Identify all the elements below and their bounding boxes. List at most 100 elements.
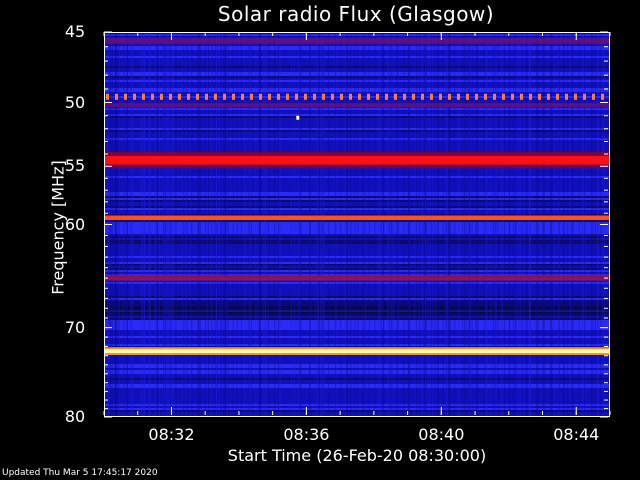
spectrogram-row <box>104 204 610 206</box>
spectrogram-row <box>104 370 610 372</box>
spectrogram-column <box>424 32 426 417</box>
spectrogram-column <box>314 32 316 417</box>
spectrogram-column <box>130 32 132 417</box>
pulsed-signal-mark <box>286 93 289 100</box>
spectrogram-row <box>104 256 610 258</box>
spectrogram-column <box>225 32 227 417</box>
spectrogram-column <box>558 32 560 417</box>
spectrogram-column <box>495 32 497 417</box>
spectrogram-column <box>225 32 227 417</box>
spectrogram-column <box>515 32 517 417</box>
spectrogram-row <box>104 150 610 152</box>
spectrogram-row <box>104 112 610 114</box>
pulsed-signal-mark <box>538 93 541 100</box>
pulsed-signal-mark <box>304 93 307 100</box>
spectrogram-column <box>328 32 330 417</box>
spectrogram-column <box>156 32 158 417</box>
spectrogram-column <box>422 32 424 417</box>
spectrogram-column <box>437 32 439 417</box>
spectrogram-column <box>535 32 537 417</box>
pulsed-signal-mark <box>511 93 514 100</box>
spectrogram-column <box>156 32 158 417</box>
spectrogram-row <box>104 86 610 88</box>
spectrogram-column <box>144 32 146 417</box>
spectrogram-row <box>104 394 610 396</box>
spectrogram-row <box>104 292 610 294</box>
spectrogram-column <box>334 32 336 417</box>
spectrogram-column <box>458 32 460 417</box>
spectrogram-row <box>104 228 610 230</box>
pulsed-signal-mark <box>223 93 226 100</box>
spectrogram-column <box>236 32 238 417</box>
spectrogram-column <box>393 32 395 417</box>
spectrogram-column <box>380 32 382 417</box>
pulsed-signal-mark <box>268 93 271 100</box>
spectrogram-column <box>150 32 152 417</box>
spectrogram-column <box>197 32 199 417</box>
spectrogram-column <box>578 32 580 417</box>
spectrogram-row <box>104 146 610 148</box>
spectrogram-row <box>104 64 610 66</box>
spectrogram-row <box>104 360 610 362</box>
spectrogram-column <box>248 32 250 417</box>
pulsed-signal-mark <box>430 93 433 100</box>
spectrogram-column <box>347 32 349 417</box>
spectrogram-row <box>104 92 610 94</box>
spectrogram-column <box>572 32 574 417</box>
spectrogram-row <box>104 254 610 256</box>
spectrogram-column <box>197 32 199 417</box>
spectrogram-column <box>258 32 260 417</box>
spectrogram-row <box>104 320 610 322</box>
spectrogram-column <box>182 32 184 417</box>
spectrogram-row <box>104 176 610 178</box>
spectrogram-row <box>104 296 610 298</box>
spectrogram-row <box>104 338 610 340</box>
spectrogram-column <box>263 32 265 417</box>
pulsed-signal-mark <box>412 93 415 100</box>
spectrogram-row <box>104 182 610 184</box>
spectrogram-column <box>323 32 325 417</box>
spectrogram-column <box>211 32 213 417</box>
spectrogram-row <box>104 222 610 224</box>
spectrogram-row <box>104 90 610 92</box>
pulsed-signal-mark <box>250 93 253 100</box>
spectrogram-row <box>104 82 610 84</box>
spectrogram-column <box>445 32 447 417</box>
burst-spot <box>296 115 300 120</box>
spectrogram-row <box>104 412 610 414</box>
spectrogram-column <box>206 32 208 417</box>
spectrogram-row <box>104 288 610 290</box>
spectrogram-column <box>211 32 213 417</box>
spectrogram-row <box>104 116 610 118</box>
spectrogram-row <box>104 326 610 328</box>
spectrogram-column <box>259 32 261 417</box>
pulsed-signal-mark <box>556 93 559 100</box>
spectrogram-row <box>104 190 610 192</box>
spectrogram-column <box>526 32 528 417</box>
spectrogram-column <box>214 32 216 417</box>
spectrogram-row <box>104 234 610 236</box>
spectrogram-column <box>514 32 516 417</box>
spectrogram-row <box>104 236 610 238</box>
spectrogram-row <box>104 120 610 122</box>
spectrogram-column <box>551 32 553 417</box>
spectrogram-column <box>422 32 424 417</box>
x-tick-label: 08:44 <box>553 425 600 444</box>
spectrogram-column <box>471 32 473 417</box>
spectrogram-column <box>123 32 125 417</box>
pulsed-signal-mark <box>124 93 127 100</box>
spectrogram-row <box>104 286 610 288</box>
spectrogram-row <box>104 36 610 38</box>
spectrogram-column <box>445 32 447 417</box>
spectrogram-column <box>143 32 145 417</box>
spectrogram-column <box>544 32 546 417</box>
spectrogram-column <box>421 32 423 417</box>
pulsed-signal-mark <box>115 93 118 100</box>
spectrogram-row <box>104 114 610 116</box>
pulsed-signal-mark <box>484 93 487 100</box>
pulsed-signal-mark <box>214 93 217 100</box>
spectrogram-column <box>449 32 451 417</box>
spectrogram-row <box>104 378 610 380</box>
spectrogram-row <box>104 406 610 408</box>
spectrogram-column <box>477 32 479 417</box>
